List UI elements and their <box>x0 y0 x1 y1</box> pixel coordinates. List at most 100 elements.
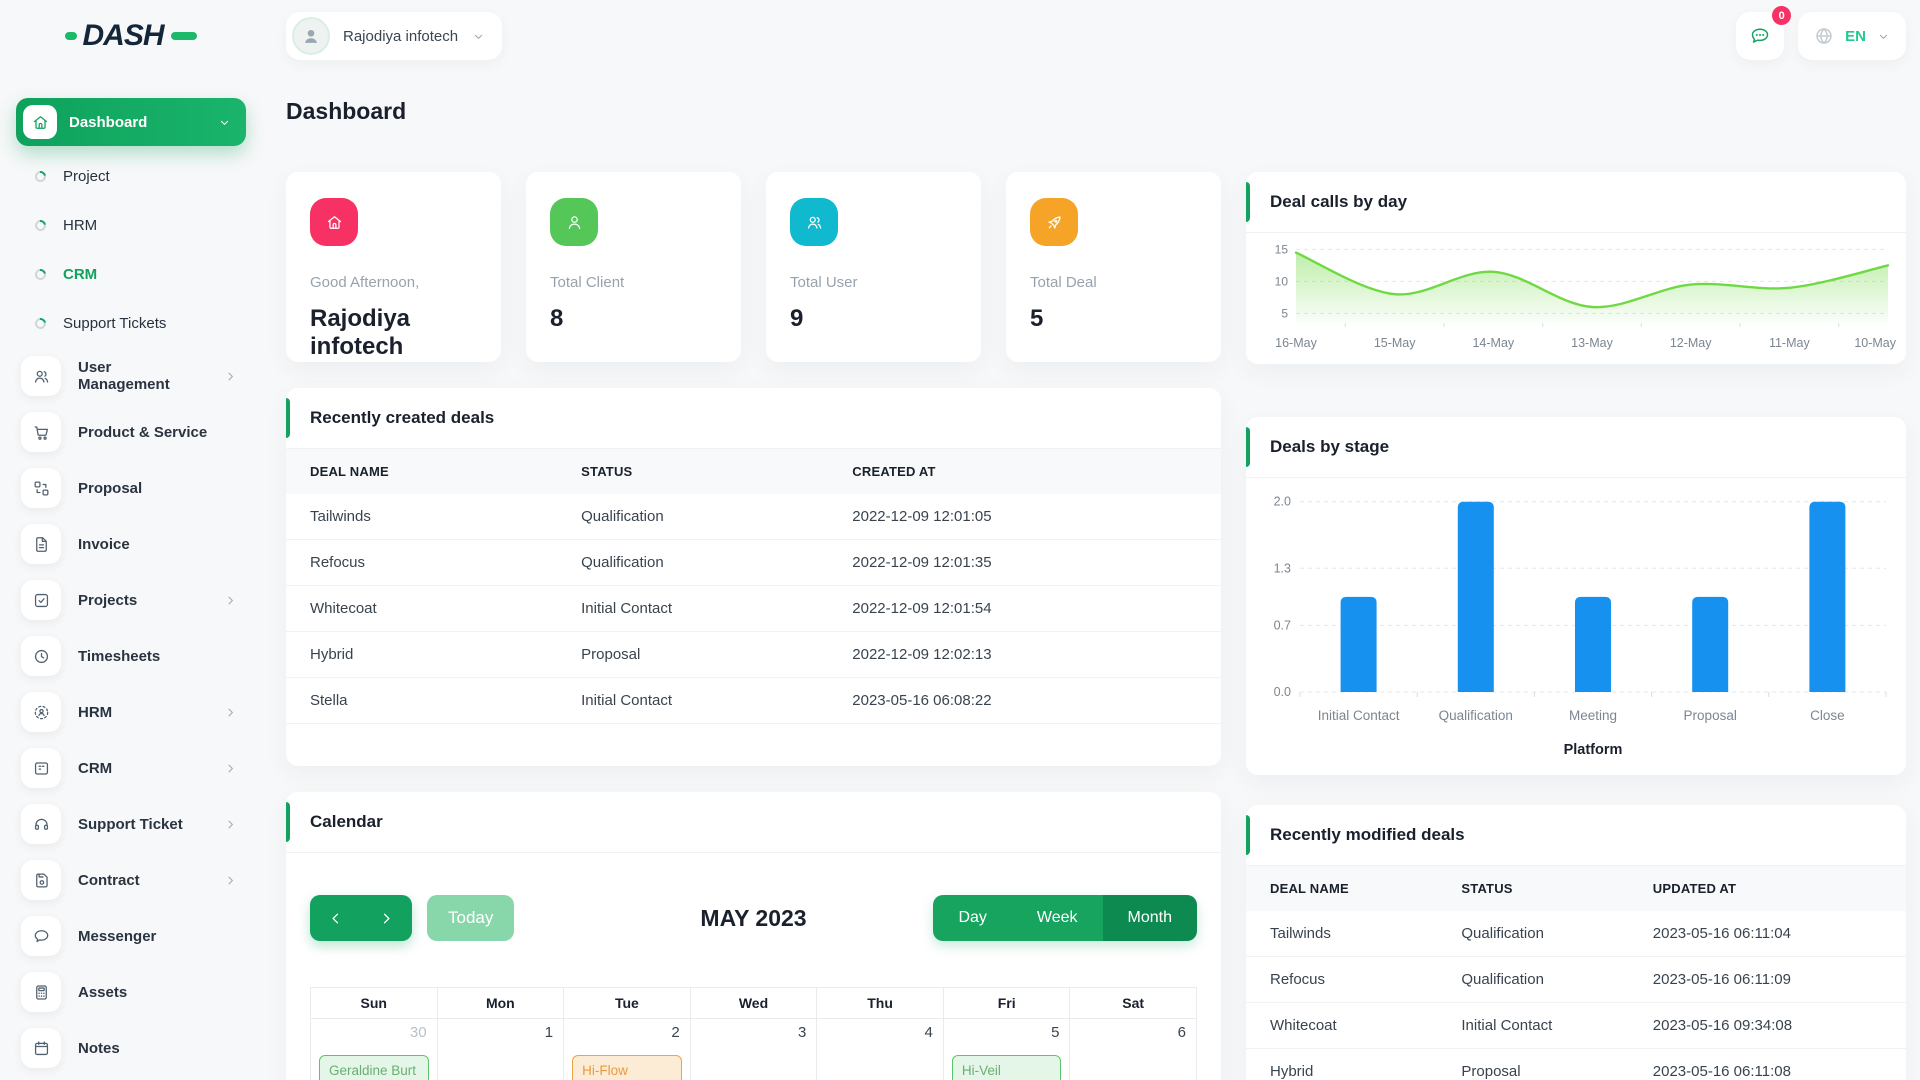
table-cell: 2023-05-16 09:34:08 <box>1628 1002 1906 1049</box>
calendar-month-title: MAY 2023 <box>700 904 807 931</box>
sidebar-item-product-service[interactable]: Product & Service <box>16 404 246 460</box>
bullet-spinner-icon <box>32 168 49 185</box>
cart-icon <box>34 425 48 440</box>
table-row: Stella Initial Contact 2023-05-16 06:08:22 <box>286 677 1221 724</box>
sidebar-item-label: Notes <box>78 1039 120 1057</box>
sidebar-item-label: Support Ticket <box>78 815 183 833</box>
svg-text:14-May: 14-May <box>1472 336 1514 350</box>
svg-text:Initial Contact: Initial Contact <box>1318 708 1400 723</box>
calendar-day-cell[interactable]: 6 <box>1070 1019 1197 1080</box>
stat-card-total-client: Total Client 8 <box>526 172 741 362</box>
svg-text:1.3: 1.3 <box>1274 561 1291 575</box>
sidebar-item-crm[interactable]: CRM <box>16 740 246 796</box>
sidebar-item-contract[interactable]: Contract <box>16 852 246 908</box>
calendar-day-cell[interactable]: 4 <box>817 1019 944 1080</box>
sidebar-item-support-ticket[interactable]: Support Ticket <box>16 796 246 852</box>
calendar-day-number: 3 <box>797 1024 807 1041</box>
home-icon <box>23 105 57 139</box>
language-selector[interactable]: EN <box>1798 12 1906 60</box>
sidebar-item-user-management[interactable]: User Management <box>16 348 246 404</box>
calendar-day-cell[interactable]: 3 <box>690 1019 818 1080</box>
logo[interactable]: DASH <box>16 0 246 72</box>
table-cell: Qualification <box>1437 956 1629 1003</box>
home-icon <box>327 215 341 229</box>
rocket-icon <box>1047 215 1061 229</box>
table-cell: 2022-12-09 12:01:54 <box>828 585 1221 632</box>
sidebar-subitem-label: CRM <box>63 266 98 283</box>
sidebar-item-notes[interactable]: Notes <box>16 1020 246 1076</box>
deal-calls-by-day-card: Deal calls by day 5 10 15 16-May 15-May 14-Ma… <box>1246 172 1906 364</box>
svg-text:Qualification: Qualification <box>1439 708 1513 723</box>
calendar-next-button[interactable] <box>361 895 412 941</box>
calendar-view-month-button[interactable]: Month <box>1102 895 1197 941</box>
table-cell: Qualification <box>1437 911 1629 957</box>
sidebar-item-proposal[interactable]: Proposal <box>16 460 246 516</box>
chat-dots-icon <box>1751 28 1769 43</box>
chevron-down-icon <box>1879 34 1888 39</box>
topbar-actions: 0 EN <box>1736 6 1906 60</box>
calendar-day-cell[interactable]: 5 Hi-Veil <box>943 1019 1071 1080</box>
deal-calls-chart: 5 10 15 16-May 15-May 14-May 13-May 12-May 11-Ma… <box>1256 235 1896 363</box>
table-cell: Stella <box>286 677 558 724</box>
calendar-prev-button[interactable] <box>310 895 361 941</box>
sidebar-item-assets[interactable]: Assets <box>16 964 246 1020</box>
stat-value: Rajodiya infotech <box>310 305 411 360</box>
svg-text:Platform: Platform <box>1564 742 1623 758</box>
sidebar-item-messenger[interactable]: Messenger <box>16 908 246 964</box>
calendar-view-day-button[interactable]: Day <box>933 895 1012 941</box>
card-title: Recently modified deals <box>1246 805 1906 866</box>
svg-text:11-May: 11-May <box>1769 336 1811 350</box>
bullet-spinner-icon <box>32 315 49 332</box>
sidebar-item-label: User Management <box>78 359 170 393</box>
recently-modified-deals-table: Deal Name Status Updated At Tailwinds Quali… <box>1246 866 1906 1080</box>
sidebar-item-hrm[interactable]: HRM <box>16 684 246 740</box>
sidebar-subitem-project[interactable]: Project <box>16 152 246 201</box>
calendar-day-cell[interactable]: 2 Hi-Flow <box>564 1019 691 1080</box>
column-header: Deal Name <box>286 449 558 494</box>
table-row: Refocus Qualification 2023-05-16 06:11:09 <box>1246 956 1906 1003</box>
sidebar-subitem-label: HRM <box>63 217 98 234</box>
card-title: Recently created deals <box>286 388 1221 449</box>
calendar-event[interactable]: Hi-Flow <box>572 1055 682 1080</box>
sidebar-item-invoice[interactable]: Invoice <box>16 516 246 572</box>
calendar-day-cell[interactable]: 30 Geraldine Burt <box>311 1019 438 1080</box>
table-cell: Tailwinds <box>1246 911 1438 957</box>
page-title: Dashboard <box>286 98 407 124</box>
person-target-icon <box>34 705 48 719</box>
messages-button[interactable]: 0 <box>1736 6 1792 60</box>
bullet-spinner-icon <box>32 266 49 283</box>
home-icon <box>33 115 47 129</box>
company-selector[interactable]: Rajodiya infotech <box>286 12 503 60</box>
chevron-down-icon <box>217 115 232 130</box>
calendar-day-cell[interactable]: 1 <box>437 1019 565 1080</box>
svg-text:0.0: 0.0 <box>1274 685 1291 699</box>
sidebar: DASH Dashboard Project HRM CRM Support Tick… <box>0 0 262 1080</box>
table-cell: 2022-12-09 12:01:05 <box>828 494 1221 540</box>
sidebar-subitem-support-tickets[interactable]: Support Tickets <box>16 299 246 348</box>
calendar-event[interactable]: Hi-Veil <box>951 1055 1062 1080</box>
table-cell: 2022-12-09 12:02:13 <box>828 631 1221 678</box>
calendar-today-button[interactable]: Today <box>427 895 515 941</box>
sidebar-item-timesheets[interactable]: Timesheets <box>16 628 246 684</box>
deals-by-stage-chart: 0.0 0.7 1.3 2.0 Initial Contact Qualification… <box>1256 480 1896 774</box>
svg-text:13-May: 13-May <box>1571 336 1613 350</box>
table-cell: Whitecoat <box>1246 1002 1438 1049</box>
sidebar-item-projects[interactable]: Projects <box>16 572 246 628</box>
sidebar-item-dashboard[interactable]: Dashboard <box>16 98 246 146</box>
calendar-event[interactable]: Geraldine Burt <box>319 1055 429 1080</box>
user-icon <box>568 215 580 229</box>
stats-row: Good Afternoon, Rajodiya infotech Total Cl… <box>286 172 1221 362</box>
chevron-down-icon <box>1876 29 1891 44</box>
calendar-day-number: 4 <box>924 1024 933 1041</box>
column-header: Updated At <box>1628 866 1906 911</box>
table-cell: 2023-05-16 06:11:08 <box>1628 1048 1906 1080</box>
calendar-view-week-button[interactable]: Week <box>1011 895 1103 941</box>
sidebar-subitem-hrm[interactable]: HRM <box>16 201 246 250</box>
stat-value: 9 <box>790 305 804 332</box>
sidebar-subitem-crm[interactable]: CRM <box>16 250 246 299</box>
recently-modified-deals-card: Recently modified deals Deal Name Status U… <box>1246 805 1906 1080</box>
svg-text:Meeting: Meeting <box>1569 708 1617 723</box>
table-row: Tailwinds Qualification 2023-05-16 06:11:0… <box>1246 911 1906 957</box>
card-title: Calendar <box>286 792 1221 853</box>
chevron-right-icon <box>228 708 233 716</box>
